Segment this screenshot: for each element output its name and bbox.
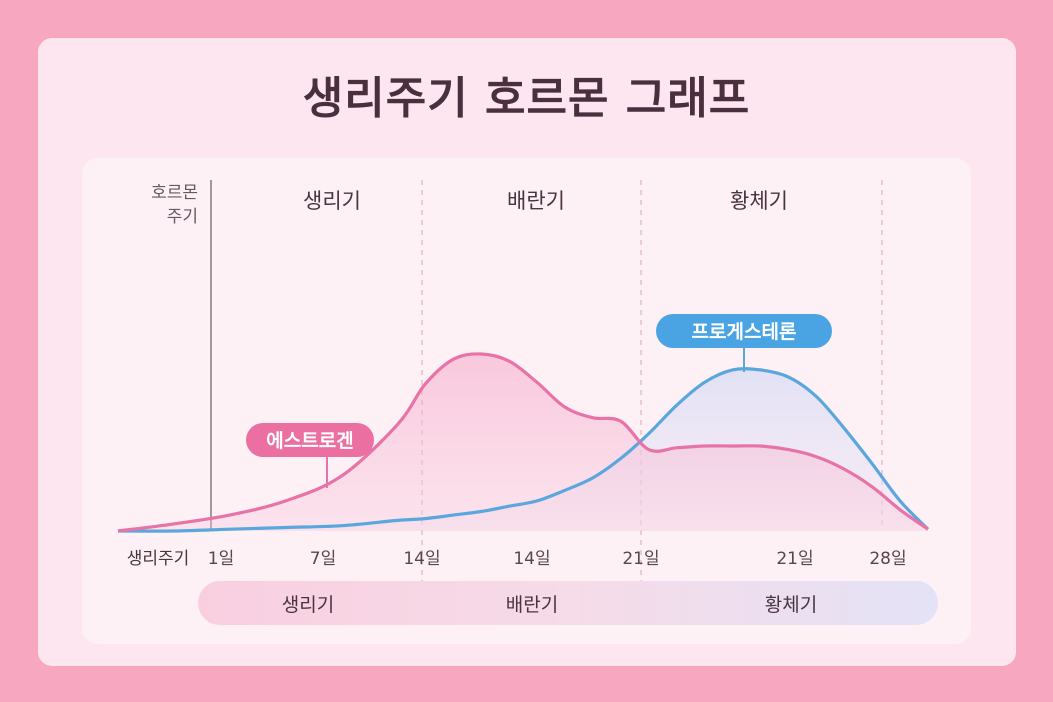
phase-header-menstrual: 생리기 [303, 189, 361, 213]
estrogen-area [118, 353, 928, 531]
y-axis-label-line2: 주기 [167, 207, 198, 227]
phase-bar [198, 581, 938, 625]
chart-title: 생리주기 호르몬 그래프 [302, 73, 751, 124]
x-tick-labels: 1일 7일 14일 14일 21일 21일 28일 [208, 549, 907, 569]
x-tick-label: 14일 [513, 549, 550, 569]
x-tick-label: 14일 [403, 549, 440, 569]
estrogen-label: 에스트로겐 [266, 430, 353, 452]
x-tick-label: 21일 [776, 549, 813, 569]
phase-bar-luteal: 황체기 [765, 594, 817, 616]
estrogen-line [117, 352, 929, 533]
x-tick-label: 7일 [310, 549, 336, 569]
phase-header-luteal: 황체기 [730, 189, 788, 213]
phase-bar-ovulation: 배란기 [506, 594, 558, 616]
x-tick-label: 21일 [622, 549, 659, 569]
progesterone-line [117, 367, 930, 533]
x-tick-label: 1일 [208, 549, 234, 569]
phase-header-ovulation: 배란기 [507, 189, 565, 213]
x-axis-label: 생리주기 [127, 549, 190, 569]
x-tick-label: 28일 [869, 549, 906, 569]
y-axis-label-line1: 호르몬 [151, 183, 198, 203]
progesterone-label: 프로게스테론 [692, 321, 797, 343]
phase-bar-menstrual: 생리기 [282, 594, 334, 616]
estrogen-label-badge [246, 423, 374, 457]
progesterone-label-badge [656, 314, 832, 348]
